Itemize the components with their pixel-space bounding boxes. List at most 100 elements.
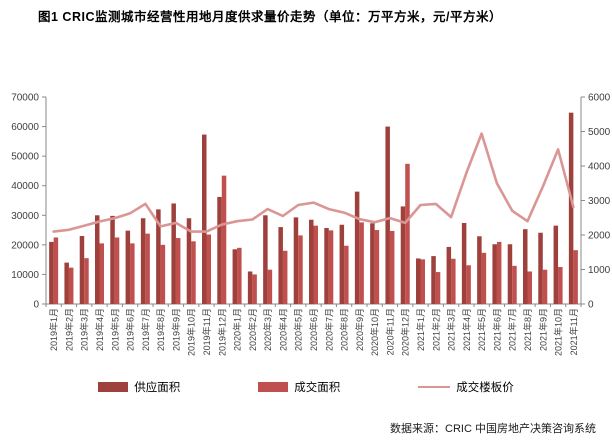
- transaction-bar: [84, 258, 89, 304]
- transaction-bar: [252, 274, 257, 304]
- left-axis-tick-label: 30000: [11, 211, 39, 222]
- transaction-bar: [206, 234, 211, 304]
- transaction-bar: [527, 271, 532, 304]
- supply-bar: [125, 230, 131, 304]
- supply-bar: [400, 206, 406, 304]
- supply-bar: [263, 215, 268, 304]
- chart-legend: 供应面积 成交面积 成交楼板价: [0, 379, 612, 395]
- x-axis-label: 2021年7月: [507, 308, 518, 351]
- transaction-bar: [298, 235, 303, 304]
- supply-bar: [217, 196, 222, 304]
- x-axis-label: 2019年4月: [94, 308, 105, 351]
- right-axis-tick-label: 1000: [588, 265, 611, 276]
- left-axis-tick-label: 70000: [11, 93, 39, 104]
- transaction-bar: [68, 267, 74, 304]
- transaction-bar: [405, 163, 410, 304]
- supply-bar: [354, 191, 360, 304]
- x-axis-label: 2020年4月: [277, 308, 288, 351]
- transaction-bar: [145, 233, 150, 304]
- x-axis-label: 2019年11月: [201, 308, 212, 355]
- legend-label-transaction: 成交面积: [294, 382, 341, 394]
- legend-label-supply: 供应面积: [134, 382, 181, 394]
- supply-bar: [416, 258, 421, 304]
- supply-bar: [293, 217, 299, 304]
- transaction-bar: [466, 265, 471, 304]
- right-axis-tick-label: 4000: [588, 162, 611, 173]
- supply-bar: [140, 218, 146, 304]
- legend-item-supply: 供应面积: [98, 379, 180, 395]
- x-axis-label: 2020年7月: [323, 308, 334, 351]
- x-axis-label: 2020年8月: [339, 308, 350, 351]
- supply-bar: [171, 203, 176, 304]
- supply-bar: [568, 112, 574, 305]
- left-axis-tick-label: 0: [33, 300, 39, 311]
- supply-bar: [553, 225, 559, 304]
- x-axis-label: 2020年6月: [308, 308, 319, 351]
- supply-bar: [247, 271, 253, 304]
- supply-bar: [431, 256, 436, 304]
- supply-bar: [461, 222, 467, 304]
- supply-bar: [538, 232, 543, 304]
- left-axis-tick-label: 60000: [11, 122, 39, 133]
- transaction-bar: [359, 222, 364, 304]
- supply-bar: [492, 244, 497, 304]
- chart-title: 图1 CRIC监测城市经营性用地月度供求量价走势（单位：万平方米，元/平方米）: [38, 10, 502, 24]
- transaction-bar: [344, 245, 349, 304]
- transaction-bar: [237, 247, 242, 304]
- right-axis-tick-label: 5000: [588, 127, 611, 138]
- x-axis-label: 2021年6月: [491, 308, 502, 351]
- supply-bar: [507, 244, 513, 304]
- supply-bar: [339, 224, 345, 304]
- transaction-bar: [481, 252, 487, 304]
- left-axis-tick-label: 20000: [11, 240, 39, 251]
- x-axis-label: 2019年6月: [125, 308, 136, 351]
- supply-bar: [95, 215, 100, 304]
- supply-bar: [49, 241, 54, 304]
- x-axis-label: 2021年1月: [415, 308, 426, 351]
- x-axis-label: 2021年2月: [430, 308, 441, 351]
- transaction-bar: [267, 269, 273, 304]
- transaction-bar: [99, 243, 104, 304]
- x-axis-label: 2019年9月: [170, 308, 181, 351]
- price-line-swatch: [418, 385, 451, 389]
- price-line: [52, 132, 575, 233]
- x-axis-label: 2020年11月: [384, 308, 395, 355]
- data-source-note: 数据来源：CRIC 中国房地产决策咨询系统: [390, 423, 596, 435]
- transaction-bar: [420, 259, 425, 304]
- transaction-bar: [191, 241, 196, 304]
- x-axis-label: 2021年5月: [476, 308, 487, 351]
- right-axis-tick-label: 6000: [588, 93, 611, 104]
- transaction-bar: [328, 230, 334, 304]
- supply-bar: [232, 249, 238, 304]
- supply-bar: [446, 246, 452, 304]
- supply-bar: [477, 236, 482, 304]
- supply-bar: [370, 223, 375, 304]
- transaction-bar: [130, 243, 135, 304]
- x-axis-label: 2021年10月: [553, 308, 564, 356]
- supply-swatch: [98, 382, 129, 392]
- supply-bar: [278, 227, 283, 304]
- x-axis-label: 2021年9月: [537, 308, 548, 351]
- transaction-bar: [573, 250, 578, 304]
- transaction-bar: [542, 269, 548, 304]
- x-axis-label: 2019年12月: [216, 308, 227, 356]
- legend-item-price: 成交楼板价: [418, 379, 514, 395]
- transaction-bar: [160, 244, 166, 304]
- left-axis-tick-label: 10000: [11, 270, 39, 281]
- supply-bar: [202, 134, 207, 304]
- x-axis-label: 2020年10月: [369, 308, 380, 356]
- x-axis-label: 2021年8月: [522, 308, 533, 351]
- left-axis-tick-label: 50000: [11, 152, 39, 163]
- supply-bar: [64, 262, 69, 304]
- transaction-bar: [374, 230, 380, 304]
- x-axis-label: 2019年7月: [140, 308, 151, 351]
- transaction-bar: [221, 175, 227, 304]
- legend-label-price: 成交楼板价: [456, 382, 514, 394]
- right-axis-tick-label: 2000: [588, 231, 611, 242]
- x-axis-label: 2019年3月: [79, 308, 90, 351]
- x-axis-label: 2019年5月: [109, 308, 120, 351]
- right-axis-tick-label: 3000: [588, 196, 611, 207]
- transaction-bar: [389, 230, 395, 304]
- legend-item-transaction: 成交面积: [258, 379, 340, 395]
- x-axis-label: 2019年2月: [63, 308, 74, 351]
